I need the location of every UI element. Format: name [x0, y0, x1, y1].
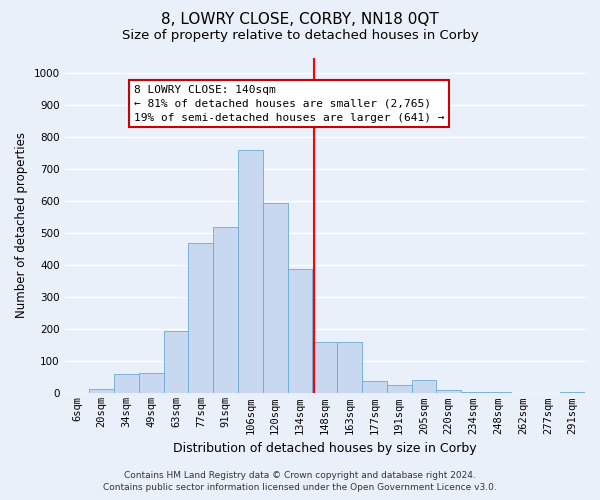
Bar — [164, 331, 188, 394]
Bar — [412, 380, 436, 394]
Y-axis label: Number of detached properties: Number of detached properties — [15, 132, 28, 318]
Bar — [114, 374, 139, 394]
Bar — [486, 392, 511, 394]
Bar — [337, 342, 362, 394]
Bar — [511, 392, 535, 394]
Bar — [313, 342, 337, 394]
Bar — [387, 386, 412, 394]
Bar — [362, 380, 387, 394]
Bar — [461, 392, 486, 394]
Bar — [238, 150, 263, 394]
Bar — [560, 392, 585, 394]
Bar — [436, 390, 461, 394]
Bar — [263, 203, 287, 394]
Text: Contains HM Land Registry data © Crown copyright and database right 2024.
Contai: Contains HM Land Registry data © Crown c… — [103, 471, 497, 492]
Bar — [188, 243, 213, 394]
Bar — [139, 372, 164, 394]
Text: 8, LOWRY CLOSE, CORBY, NN18 0QT: 8, LOWRY CLOSE, CORBY, NN18 0QT — [161, 12, 439, 28]
Bar — [213, 227, 238, 394]
X-axis label: Distribution of detached houses by size in Corby: Distribution of detached houses by size … — [173, 442, 476, 455]
Text: 8 LOWRY CLOSE: 140sqm
← 81% of detached houses are smaller (2,765)
19% of semi-d: 8 LOWRY CLOSE: 140sqm ← 81% of detached … — [134, 84, 445, 122]
Bar — [287, 268, 313, 394]
Bar — [89, 389, 114, 394]
Text: Size of property relative to detached houses in Corby: Size of property relative to detached ho… — [122, 29, 478, 42]
